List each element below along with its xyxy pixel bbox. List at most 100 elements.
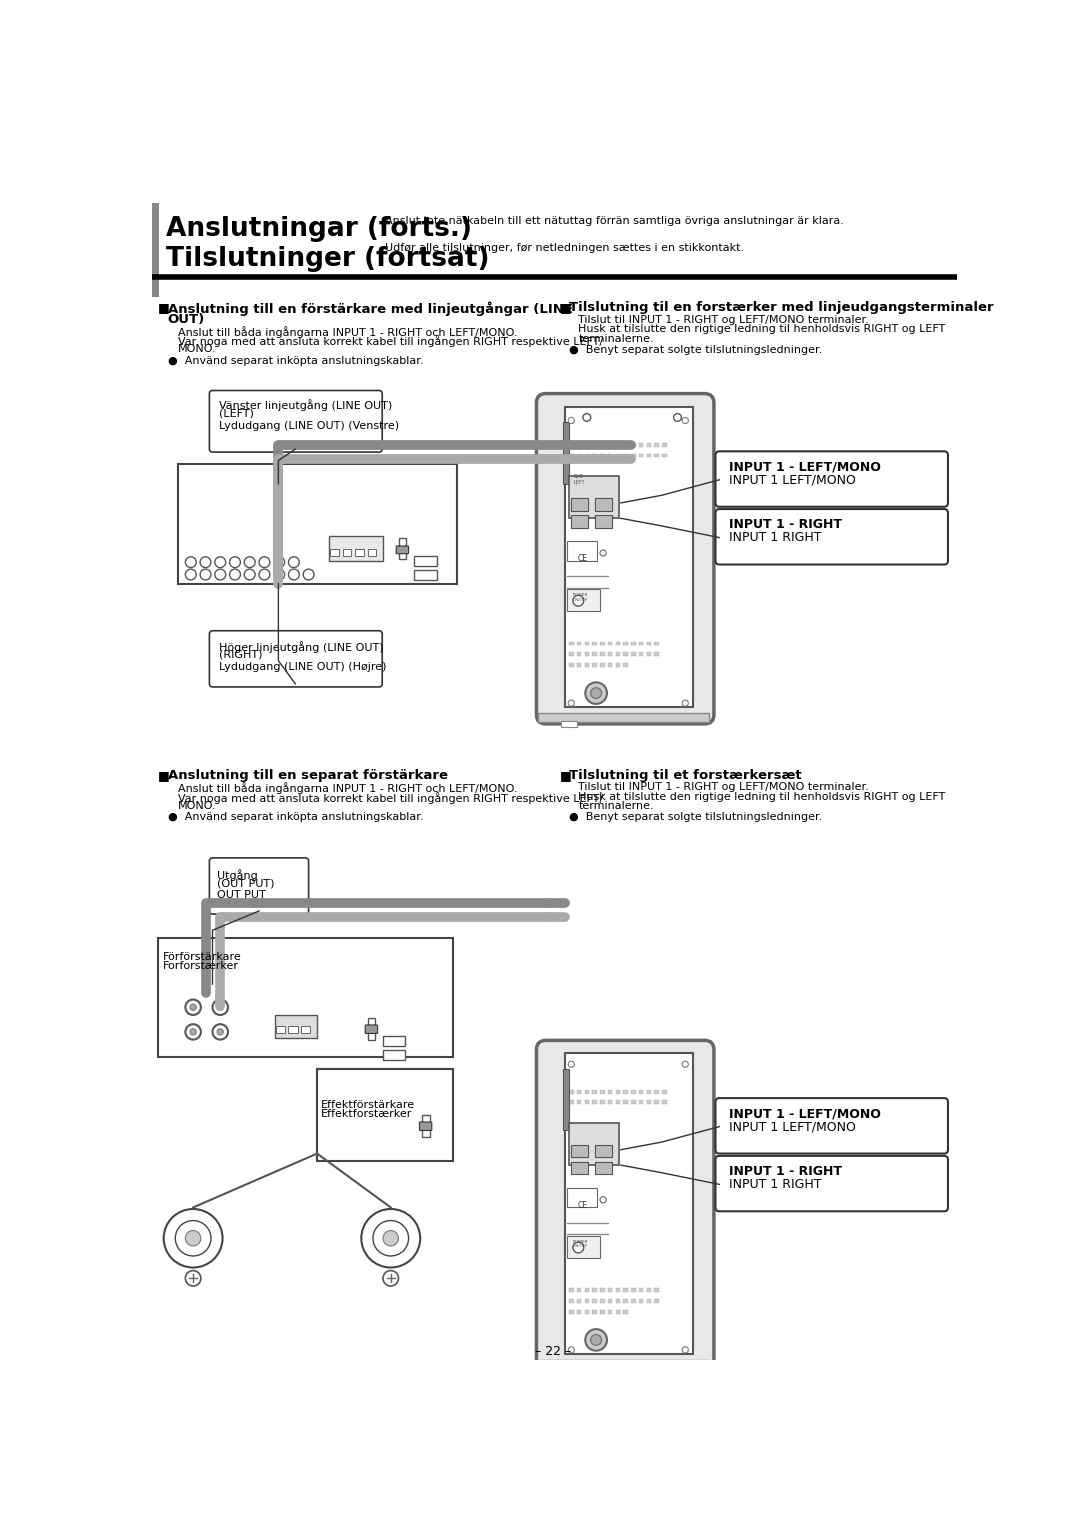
Bar — [600, 454, 605, 457]
Bar — [616, 1309, 620, 1314]
Text: POWER
ON/OFF: POWER ON/OFF — [572, 593, 589, 602]
Text: Forforstærker: Forforstærker — [163, 961, 239, 972]
Bar — [608, 642, 612, 645]
Circle shape — [200, 568, 211, 581]
Bar — [571, 1161, 589, 1175]
Circle shape — [288, 568, 299, 581]
Bar — [367, 549, 376, 556]
Bar — [631, 1299, 636, 1303]
Circle shape — [186, 1024, 201, 1039]
Text: Anslutning till en separat förstärkare: Anslutning till en separat förstärkare — [167, 769, 447, 781]
Circle shape — [585, 683, 607, 704]
Text: INPUT 1 - RIGHT: INPUT 1 - RIGHT — [729, 1166, 841, 1178]
Bar — [342, 549, 351, 556]
Circle shape — [190, 1028, 197, 1034]
Bar — [563, 1070, 569, 1131]
Text: Lydudgang (LINE OUT) (Højre): Lydudgang (LINE OUT) (Højre) — [218, 662, 387, 672]
Bar — [647, 1299, 651, 1303]
Circle shape — [288, 556, 299, 567]
Bar — [631, 1089, 636, 1094]
Bar — [577, 1299, 581, 1303]
Bar — [662, 1089, 666, 1094]
Bar — [577, 1100, 581, 1105]
Circle shape — [583, 414, 591, 422]
Bar — [584, 454, 590, 457]
Bar — [577, 454, 581, 457]
Bar — [569, 1089, 573, 1094]
Bar — [569, 443, 573, 446]
Bar — [595, 1161, 611, 1175]
Circle shape — [186, 556, 197, 567]
Text: ●  Benyt separat solgte tilslutningsledninger.: ● Benyt separat solgte tilslutningsledni… — [569, 811, 822, 822]
Bar — [301, 1025, 310, 1033]
Circle shape — [683, 1060, 688, 1068]
Bar — [328, 536, 383, 561]
Bar — [592, 1299, 597, 1303]
Text: (RIGHT): (RIGHT) — [218, 649, 262, 660]
Circle shape — [186, 1271, 201, 1287]
Bar — [159, 938, 453, 1057]
Circle shape — [217, 1004, 224, 1010]
Text: Vänster linjeutgång (LINE OUT): Vänster linjeutgång (LINE OUT) — [218, 399, 392, 411]
Bar — [567, 541, 597, 561]
Bar — [563, 422, 569, 484]
Bar — [584, 1299, 590, 1303]
Text: ■: ■ — [159, 301, 170, 315]
Bar — [600, 1309, 605, 1314]
Bar — [584, 1288, 590, 1293]
Text: (LEFT): (LEFT) — [218, 408, 254, 419]
Circle shape — [273, 568, 284, 581]
Bar — [577, 652, 581, 656]
Bar — [414, 556, 437, 565]
Bar — [608, 443, 612, 446]
Bar — [414, 570, 437, 581]
Bar — [288, 1025, 298, 1033]
Bar — [638, 1288, 644, 1293]
Text: ■: ■ — [559, 301, 571, 315]
Bar — [600, 1089, 605, 1094]
Bar — [638, 1100, 644, 1105]
Bar — [577, 663, 581, 666]
Text: Var noga med att ansluta korrekt kabel till ingången RIGHT respektive LEFT/: Var noga med att ansluta korrekt kabel t… — [177, 335, 603, 347]
Text: Husk at tilslutte den rigtige ledning til henholdsvis RIGHT og LEFT: Husk at tilslutte den rigtige ledning ti… — [578, 792, 946, 802]
Bar — [623, 642, 627, 645]
Bar — [647, 652, 651, 656]
Bar — [562, 1368, 577, 1374]
Bar — [623, 443, 627, 446]
Bar — [592, 652, 597, 656]
Text: Tilslutning til et forstærkersæt: Tilslutning til et forstærkersæt — [569, 769, 801, 781]
Text: Effektförstärkare: Effektförstärkare — [321, 1100, 415, 1109]
Bar — [383, 1036, 405, 1045]
Bar — [608, 1309, 612, 1314]
Text: INPUT 1 - LEFT/MONO: INPUT 1 - LEFT/MONO — [729, 1108, 880, 1120]
Circle shape — [568, 1346, 575, 1352]
Text: Tilslutning til en forstærker med linjeudgangsterminaler: Tilslutning til en forstærker med linjeu… — [569, 301, 994, 315]
Bar — [600, 443, 605, 446]
Bar — [538, 1360, 708, 1369]
Text: OUT PUT: OUT PUT — [217, 891, 266, 900]
FancyBboxPatch shape — [210, 391, 382, 452]
Circle shape — [585, 1329, 607, 1351]
Text: Var noga med att ansluta korrekt kabel till ingången RIGHT respektive LEFT/: Var noga med att ansluta korrekt kabel t… — [177, 792, 603, 804]
Bar — [631, 642, 636, 645]
Text: Udfør alle tilslutninger, før netledningen sættes i en stikkontakt.: Udfør alle tilslutninger, før netledning… — [384, 243, 744, 254]
Text: Tilslut til INPUT 1 - RIGHT og LEFT/MONO terminaler.: Tilslut til INPUT 1 - RIGHT og LEFT/MONO… — [578, 315, 869, 325]
Text: terminalerne.: terminalerne. — [578, 801, 653, 811]
Bar — [569, 454, 573, 457]
Circle shape — [186, 568, 197, 581]
Circle shape — [215, 568, 226, 581]
Circle shape — [186, 999, 201, 1015]
Bar — [638, 642, 644, 645]
Text: Anslut till båda ingångarna INPUT 1 - RIGHT och LEFT/MONO.: Anslut till båda ingångarna INPUT 1 - RI… — [177, 782, 517, 795]
Bar — [608, 1100, 612, 1105]
Bar — [638, 443, 644, 446]
Circle shape — [600, 1196, 606, 1203]
FancyBboxPatch shape — [396, 545, 408, 553]
Bar — [571, 515, 589, 527]
Text: INPUT 1 RIGHT: INPUT 1 RIGHT — [729, 532, 821, 544]
Text: terminalerne.: terminalerne. — [578, 333, 653, 344]
Bar — [567, 590, 600, 611]
Bar — [616, 1288, 620, 1293]
Circle shape — [164, 1209, 222, 1268]
Bar — [638, 1299, 644, 1303]
